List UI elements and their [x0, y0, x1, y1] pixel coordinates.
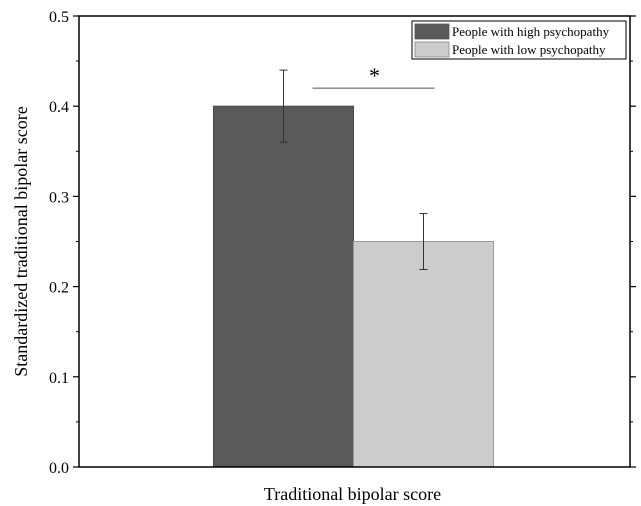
error-bars: [279, 69, 428, 270]
legend-swatch-low: [414, 41, 450, 58]
bar-low: [353, 241, 494, 468]
plot-frame: [78, 15, 631, 468]
y-tick-label: 0.4: [49, 99, 69, 116]
bars: [213, 105, 494, 468]
y-tick-label: 0.2: [49, 280, 69, 297]
y-tick-label: 0.1: [49, 370, 69, 387]
legend: People with high psychopathy People with…: [411, 20, 627, 60]
legend-label-high: People with high psychopathy: [452, 24, 610, 39]
y-axis-ticks: 0.0 0.1 0.2 0.3 0.4 0.5: [49, 9, 636, 477]
bar-high: [213, 105, 354, 468]
y-tick-label: 0.0: [49, 460, 69, 477]
y-axis-label: Standardized traditional bipolar score: [11, 106, 31, 376]
significance-marker: *: [369, 63, 380, 88]
legend-swatch-high: [414, 23, 450, 40]
y-tick-label: 0.3: [49, 189, 69, 206]
legend-label-low: People with low psychopathy: [452, 42, 606, 57]
y-tick-label: 0.5: [49, 9, 69, 26]
x-axis-label: Traditional bipolar score: [264, 484, 441, 504]
